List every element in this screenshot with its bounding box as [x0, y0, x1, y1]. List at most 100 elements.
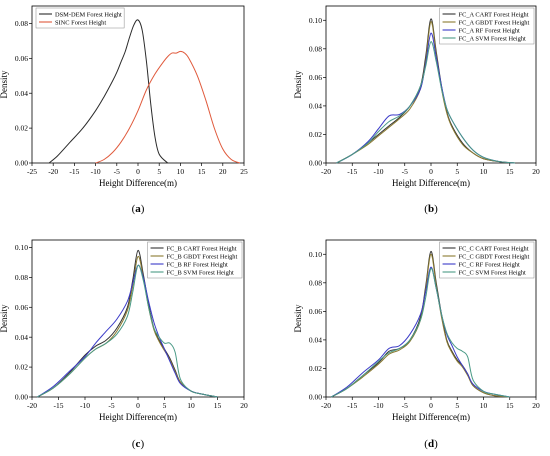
- x-tick-label: 5: [163, 401, 167, 410]
- legend-entry: FC_B CART Forest Height: [167, 245, 237, 252]
- x-tick-label: 20: [219, 167, 227, 176]
- y-tick-label: 0.00: [15, 159, 28, 168]
- chart-panel-a: -25 -20 -15 -10 -5 0 5 10 15 20 25 0.00 0.02 0.04 0.06…: [0, 5, 248, 215]
- x-tick-label: 0: [429, 401, 433, 410]
- plot-frame: [31, 5, 245, 164]
- y-tick-label: 0.06: [15, 54, 28, 63]
- y-tick-label: 0.02: [15, 124, 28, 133]
- x-tick-label: 5: [455, 401, 459, 410]
- x-tick-label: -10: [80, 401, 90, 410]
- y-tick-label: 0.00: [15, 393, 28, 402]
- x-tick-label: 10: [480, 167, 488, 176]
- y-tick-label: 0.06: [15, 303, 28, 312]
- x-tick-label: 0: [429, 167, 433, 176]
- x-tick-label: 10: [187, 401, 195, 410]
- series-line-2: [336, 21, 516, 164]
- y-tick-label: 0.02: [15, 363, 28, 372]
- x-tick-label: -10: [374, 401, 384, 410]
- y-tick-label: 0.10: [309, 16, 322, 25]
- legend-entry: FC_A CART Forest Height: [459, 11, 529, 18]
- y-tick-label: 0.08: [15, 273, 28, 282]
- x-tick-label: -15: [347, 167, 357, 176]
- y-tick-label: 0.06: [309, 73, 322, 82]
- series-line-1: [48, 19, 169, 164]
- y-tick-label: 0.08: [309, 278, 322, 287]
- series-line-2: [331, 253, 510, 398]
- x-tick-label: 20: [532, 401, 540, 410]
- x-tick-label: -5: [108, 401, 114, 410]
- panel-tag: (a): [132, 203, 145, 215]
- x-tick-label: 15: [198, 167, 206, 176]
- legend-entry: FC_C CART Forest Height: [459, 245, 529, 252]
- legend-box: [35, 7, 125, 29]
- x-tick-label: 20: [240, 401, 248, 410]
- y-tick-label: 0.10: [309, 250, 322, 259]
- x-tick-label: 15: [506, 167, 514, 176]
- x-tick-label: 5: [157, 167, 161, 176]
- x-tick-label: -20: [321, 401, 331, 410]
- x-tick-label: -15: [69, 167, 79, 176]
- y-tick-label: 0.06: [309, 307, 322, 316]
- x-tick-label: -5: [402, 401, 408, 410]
- x-axis-label: Height Difference(m): [99, 412, 177, 422]
- x-tick-label: 10: [177, 167, 185, 176]
- legend-entry: FC_A SVM Forest Height: [459, 35, 527, 42]
- x-tick-label: 15: [214, 401, 222, 410]
- x-tick-label: 5: [455, 167, 459, 176]
- series-line-3: [37, 264, 218, 398]
- x-tick-label: 0: [136, 167, 140, 176]
- x-tick-label: 15: [506, 401, 514, 410]
- x-tick-label: -20: [321, 167, 331, 176]
- panel-tag: (b): [424, 203, 438, 215]
- y-tick-label: 0.04: [309, 102, 322, 111]
- x-tick-label: -5: [402, 167, 408, 176]
- y-tick-label: 0.00: [309, 159, 322, 168]
- chart-panel-d: -20 -15 -10 -5 0 5 10 15 20 0.00 0.02 0.04 0.06 0.08 0…: [293, 239, 540, 450]
- y-axis-label: Density: [0, 70, 9, 98]
- legend-entry: FC_B SVM Forest Height: [167, 269, 235, 276]
- series-line-4: [37, 264, 218, 398]
- legend-entry: FC_A GBDT Forest Height: [459, 19, 530, 26]
- series-line-4: [331, 268, 510, 398]
- x-tick-label: -15: [347, 401, 357, 410]
- legend-entry: FC_B RF Forest Height: [167, 261, 228, 268]
- x-tick-label: -25: [27, 167, 37, 176]
- chart-panel-b: -20 -15 -10 -5 0 5 10 15 20 0.00 0.02 0.04 0.06 0.08 0…: [293, 5, 540, 215]
- y-axis-label: Density: [0, 304, 9, 332]
- y-tick-label: 0.08: [15, 19, 28, 28]
- x-axis-label: Height Difference(m): [392, 178, 470, 188]
- y-tick-label: 0.04: [309, 336, 322, 345]
- legend-entry: DSM-DEM Forest Height: [55, 11, 122, 18]
- x-tick-label: 20: [532, 167, 540, 176]
- series-line-4: [336, 41, 516, 164]
- legend-entry: SINC Forest Height: [55, 19, 106, 26]
- x-tick-label: -20: [27, 401, 37, 410]
- y-tick-label: 0.02: [309, 130, 322, 139]
- series-line-3: [330, 266, 510, 398]
- x-tick-label: -20: [48, 167, 58, 176]
- legend-entry: FC_B GBDT Forest Height: [167, 253, 238, 260]
- y-axis-label: Density: [293, 304, 303, 332]
- series-line-2: [95, 50, 240, 164]
- y-axis-label: Density: [293, 70, 303, 98]
- x-tick-label: 25: [240, 167, 248, 176]
- x-axis-label: Height Difference(m): [99, 178, 177, 188]
- x-tick-label: 0: [136, 401, 140, 410]
- y-tick-label: 0.02: [309, 364, 322, 373]
- panel-tag: (d): [424, 438, 438, 450]
- legend-entry: FC_A RF Forest Height: [459, 27, 520, 34]
- y-tick-label: 0.08: [309, 44, 322, 53]
- y-tick-label: 0.04: [15, 89, 28, 98]
- y-tick-label: 0.04: [15, 333, 28, 342]
- y-tick-label: 0.10: [15, 243, 28, 252]
- panel-tag: (c): [132, 438, 145, 450]
- chart-panel-c: -20 -15 -10 -5 0 5 10 15 20 0.00 0.02 0.04 0.06 0.08 0…: [0, 239, 248, 450]
- x-tick-label: -5: [114, 167, 120, 176]
- x-axis-label: Height Difference(m): [392, 412, 470, 422]
- legend-entry: FC_C SVM Forest Height: [459, 269, 527, 276]
- legend-entry: FC_C GBDT Forest Height: [459, 253, 530, 260]
